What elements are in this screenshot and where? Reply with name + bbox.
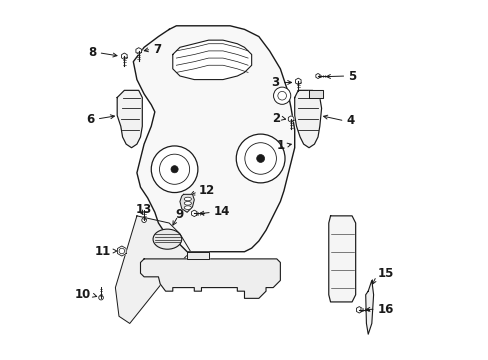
Ellipse shape	[184, 206, 191, 210]
Polygon shape	[191, 210, 197, 217]
Polygon shape	[315, 73, 320, 78]
Circle shape	[171, 166, 178, 173]
Circle shape	[151, 146, 198, 193]
Polygon shape	[136, 48, 141, 54]
Polygon shape	[172, 40, 251, 80]
Polygon shape	[187, 252, 208, 259]
Polygon shape	[140, 259, 280, 298]
Polygon shape	[122, 53, 127, 59]
Polygon shape	[328, 216, 355, 302]
Text: 16: 16	[377, 303, 393, 316]
Circle shape	[273, 87, 290, 104]
Circle shape	[236, 134, 285, 183]
Text: 5: 5	[348, 69, 356, 82]
Text: 2: 2	[272, 112, 280, 125]
Text: 11: 11	[95, 244, 111, 257]
Ellipse shape	[184, 202, 191, 205]
Polygon shape	[308, 90, 323, 98]
Text: 3: 3	[271, 76, 279, 89]
Circle shape	[277, 91, 286, 100]
Circle shape	[256, 154, 264, 162]
Text: 12: 12	[198, 184, 214, 197]
Circle shape	[159, 154, 189, 184]
Ellipse shape	[153, 229, 182, 249]
Ellipse shape	[184, 197, 191, 201]
Text: 10: 10	[75, 288, 91, 301]
Polygon shape	[117, 246, 126, 256]
Polygon shape	[294, 90, 321, 148]
Text: 4: 4	[346, 114, 354, 127]
Text: 14: 14	[214, 205, 230, 218]
Text: 13: 13	[135, 203, 151, 216]
Polygon shape	[365, 280, 373, 334]
Polygon shape	[295, 78, 301, 85]
Text: 6: 6	[86, 113, 94, 126]
Circle shape	[142, 218, 146, 222]
Circle shape	[99, 295, 103, 300]
Polygon shape	[133, 26, 294, 252]
Text: 15: 15	[377, 267, 393, 280]
Text: 7: 7	[153, 42, 161, 55]
Text: 8: 8	[88, 46, 97, 59]
Circle shape	[244, 143, 276, 174]
Circle shape	[119, 248, 124, 254]
Text: 1: 1	[276, 139, 284, 152]
Polygon shape	[356, 307, 361, 313]
Polygon shape	[288, 116, 293, 122]
Polygon shape	[115, 216, 190, 323]
Text: 9: 9	[175, 208, 183, 221]
Polygon shape	[117, 90, 142, 148]
Polygon shape	[180, 194, 194, 212]
